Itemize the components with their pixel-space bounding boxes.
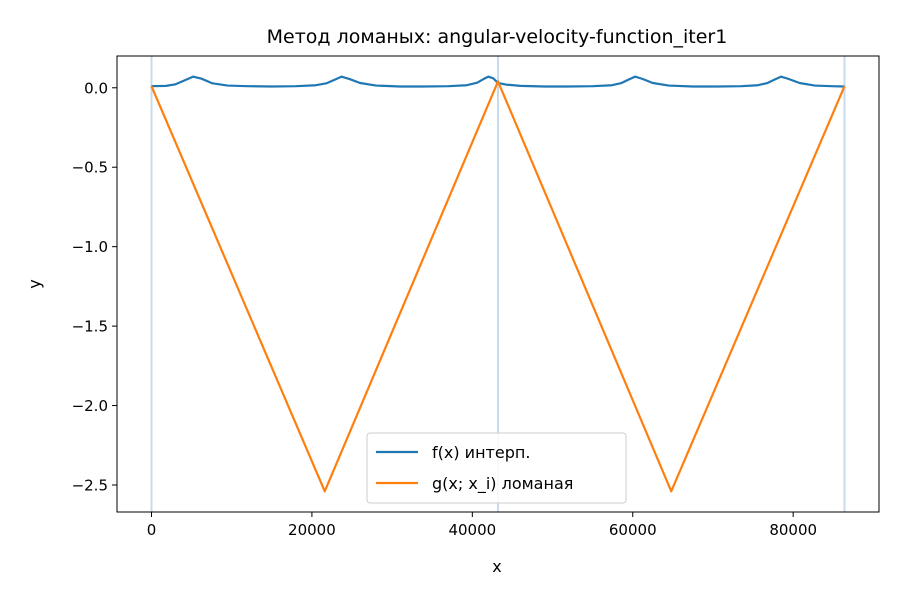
y-tick-label: −1.5 — [72, 318, 108, 336]
series-layer — [150, 75, 846, 493]
x-axis-label: x — [492, 557, 501, 576]
legend-label-f: f(x) интерп. — [432, 443, 530, 462]
plot-frame — [116, 55, 880, 513]
y-tick-label: −2.5 — [72, 476, 108, 494]
y-axis-ticks: 0.0 −0.5 −1.0 −1.5 −2.0 −2.5 — [72, 79, 117, 494]
y-tick-label: −0.5 — [72, 159, 108, 177]
y-tick-label: −1.0 — [72, 238, 108, 256]
x-axis-ticks: 0 20000 40000 60000 80000 — [147, 512, 817, 539]
legend-label-g: g(x; x_i) ломаная — [432, 474, 573, 494]
x-tick-label: 80000 — [769, 521, 817, 539]
y-axis-label: y — [25, 279, 44, 288]
y-tick-label: 0.0 — [84, 79, 108, 97]
chart-title: Метод ломаных: angular-velocity-function… — [267, 26, 728, 48]
series-line-1 — [150, 80, 846, 493]
series-line-0 — [151, 75, 845, 88]
y-tick-label: −2.0 — [72, 397, 108, 415]
x-tick-label: 20000 — [288, 521, 336, 539]
x-tick-label: 60000 — [609, 521, 657, 539]
x-tick-label: 0 — [147, 521, 157, 539]
legend-box — [366, 432, 627, 504]
legend: f(x) интерп. g(x; x_i) ломаная — [366, 432, 627, 504]
x-tick-label: 40000 — [448, 521, 496, 539]
